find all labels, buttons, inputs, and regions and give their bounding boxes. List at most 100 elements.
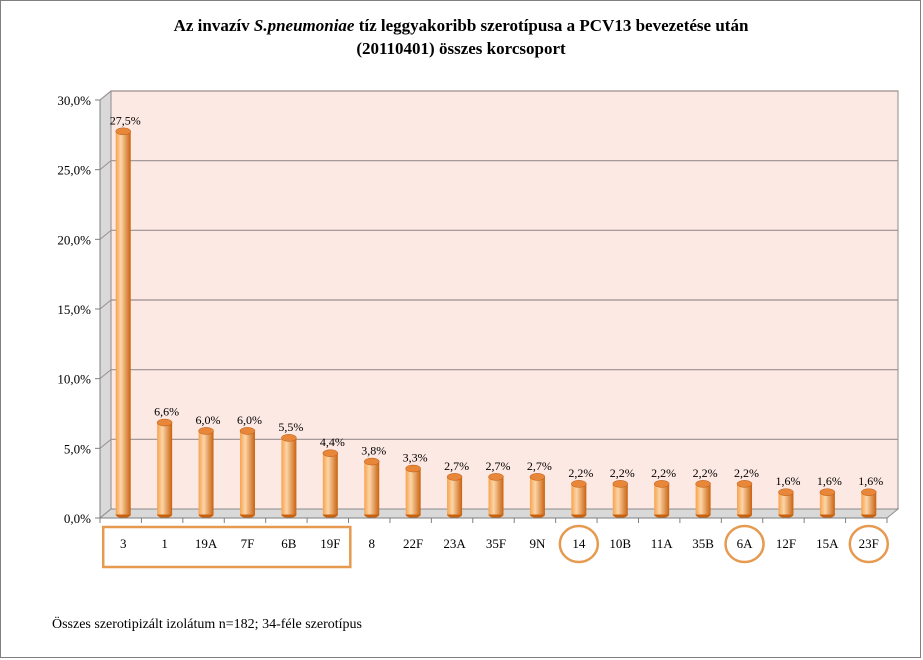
bar-top [156, 418, 173, 427]
y-tick-label: 20,0% [57, 232, 91, 247]
bar-body [778, 492, 794, 515]
bar [322, 449, 339, 518]
bar-top [612, 480, 629, 488]
highlight-circle [558, 524, 600, 564]
x-tick-label: 35F [486, 536, 506, 551]
x-tick-label: 14 [572, 536, 586, 551]
data-label: 2,7% [444, 459, 469, 473]
y-axis-ticks: 0,0% 5,0% 10,0% 15,0% 20,0% 25,0% 30,0% [57, 93, 101, 526]
bar [653, 480, 670, 518]
bar-top [198, 427, 214, 435]
highlight-circle [848, 524, 890, 564]
x-tick-label: 8 [368, 536, 375, 551]
data-label: 1,6% [817, 474, 842, 488]
x-tick-label: 15A [816, 536, 839, 551]
bar-top [239, 427, 256, 435]
bar-top [488, 473, 504, 481]
gridline-side [99, 299, 112, 310]
bar-body [447, 476, 463, 515]
bar [115, 127, 131, 518]
bars [115, 127, 877, 518]
bar-top [653, 480, 670, 488]
x-tick-label: 23F [859, 536, 879, 551]
bar-body [281, 437, 297, 515]
bar-top [861, 488, 877, 496]
data-label: 2,2% [610, 466, 635, 480]
x-axis-ticks: 3 1 19A 7F 6B 19F 8 22F 23A 35F 9N 14 10B 11A 35B 6A 12F… [99, 517, 888, 551]
bar-top [405, 464, 421, 473]
highlight-box [101, 525, 352, 569]
data-label: 1,6% [858, 474, 883, 488]
bar [612, 480, 629, 518]
bar-body [322, 453, 338, 515]
data-label: 6,0% [237, 413, 262, 427]
bar-body [819, 492, 835, 515]
data-label: 2,7% [486, 459, 511, 473]
bar-body [364, 461, 380, 515]
data-label: 6,6% [154, 405, 179, 419]
x-tick-label: 12F [776, 536, 796, 551]
data-label: 2,7% [527, 459, 552, 473]
x-tick-label: 6A [737, 536, 754, 551]
bar-top [446, 473, 463, 481]
y-tick-label: 5,0% [64, 441, 91, 456]
bar-body [612, 483, 628, 515]
data-label: 3,3% [403, 451, 428, 465]
bar-top [819, 488, 836, 496]
x-tick-label: 35B [692, 536, 714, 551]
data-label: 3,8% [361, 444, 386, 458]
bar-body [737, 483, 753, 515]
y-tick-label: 30,0% [57, 93, 91, 108]
bar-body [654, 483, 670, 515]
data-labels: 27,5% 6,6% 6,0% 6,0% 5,5% 4,4% 3,8% 3,3% 2,7% 2,7… [110, 113, 884, 488]
data-label: 2,2% [651, 466, 676, 480]
bar-body [198, 430, 214, 515]
y-tick-label: 10,0% [57, 372, 91, 387]
bar [529, 473, 546, 518]
bar-top [571, 480, 587, 488]
bar [571, 480, 587, 518]
data-label: 1,6% [775, 474, 800, 488]
data-label: 2,2% [568, 466, 593, 480]
data-label: 2,2% [734, 466, 759, 480]
bar [488, 473, 504, 518]
bar-top [363, 457, 380, 466]
x-tick-label: 23A [443, 536, 466, 551]
bar-body [488, 476, 504, 515]
bar-body [157, 422, 173, 515]
gridline-side [99, 369, 112, 380]
gridline-side [99, 438, 112, 449]
x-tick-label: 7F [241, 536, 255, 551]
bar [363, 457, 380, 518]
x-tick-label: 19F [320, 536, 340, 551]
plot-area [98, 89, 900, 520]
x-tick-label: 11A [651, 536, 674, 551]
data-label: 5,5% [278, 420, 303, 434]
bar-top [281, 434, 297, 442]
gridline-side [99, 229, 112, 240]
bar-top [322, 449, 339, 457]
bar-body [239, 430, 255, 515]
bar [819, 488, 836, 518]
x-tick-label: 3 [120, 536, 127, 551]
data-label: 6,0% [196, 413, 221, 427]
footnote: Összes szerotipizált izolátum n=182; 34-… [52, 615, 362, 632]
bar [695, 480, 711, 518]
bar [446, 473, 463, 518]
bar-body [529, 476, 545, 515]
chart-title-line1: Az invazív S.pneumoniae tíz leggyakoribb… [174, 16, 749, 35]
bar [736, 480, 753, 518]
y-tick-label: 25,0% [57, 163, 91, 178]
x-tick-label: 22F [403, 536, 423, 551]
bar [239, 427, 256, 518]
bar-body [405, 468, 421, 515]
y-tick-label: 0,0% [64, 511, 91, 526]
bar-top [778, 488, 794, 496]
bar [778, 488, 794, 518]
gridline-side [99, 90, 112, 101]
bar [405, 464, 421, 518]
bar-top [695, 480, 711, 488]
x-tick-label: 19A [195, 536, 218, 551]
gridline-side [99, 160, 112, 171]
